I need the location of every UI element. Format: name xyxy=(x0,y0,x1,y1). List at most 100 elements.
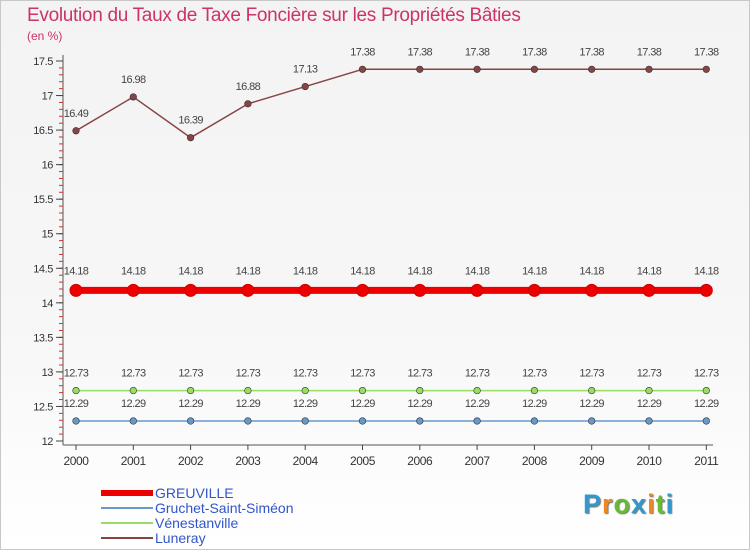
y-tick-label: 16.5 xyxy=(33,125,53,137)
data-label: 12.73 xyxy=(522,368,547,380)
data-point xyxy=(645,417,653,425)
data-label: 14.18 xyxy=(579,265,604,277)
data-point xyxy=(473,417,481,425)
data-point xyxy=(470,283,484,297)
data-point xyxy=(187,417,195,425)
data-label: 12.29 xyxy=(121,398,146,410)
data-label: 14.18 xyxy=(694,265,719,277)
logo-letter: t xyxy=(655,489,666,519)
data-label: 12.29 xyxy=(293,398,318,410)
data-point xyxy=(530,65,539,73)
data-label: 14.18 xyxy=(408,265,433,277)
data-label: 14.18 xyxy=(64,265,89,277)
x-tick-label: 2003 xyxy=(235,454,261,468)
data-label: 12.73 xyxy=(178,368,203,380)
y-tick-label: 15 xyxy=(42,229,54,241)
data-label: 16.39 xyxy=(178,115,203,127)
data-point xyxy=(702,386,710,395)
data-label: 12.29 xyxy=(350,398,375,410)
x-tick-label: 2008 xyxy=(522,454,548,468)
data-point xyxy=(416,417,424,425)
data-label: 17.38 xyxy=(522,46,547,58)
data-label: 12.73 xyxy=(121,368,146,380)
data-label: 17.38 xyxy=(350,46,375,58)
data-label: 14.18 xyxy=(522,265,547,277)
data-point xyxy=(588,386,596,395)
logo-letter: x xyxy=(631,489,648,519)
data-label: 14.18 xyxy=(293,265,318,277)
x-tick-label: 2006 xyxy=(407,454,433,468)
data-label: 12.29 xyxy=(64,398,89,410)
data-point xyxy=(527,283,541,297)
data-label: 14.18 xyxy=(637,265,662,277)
x-tick-label: 2009 xyxy=(579,454,605,468)
x-tick-label: 2002 xyxy=(178,454,204,468)
data-label: 12.29 xyxy=(637,398,662,410)
data-label: 12.29 xyxy=(694,398,719,410)
data-label: 17.38 xyxy=(579,46,604,58)
data-point xyxy=(356,283,369,297)
x-tick-label: 2001 xyxy=(121,454,147,468)
data-point xyxy=(72,386,80,395)
data-point xyxy=(702,65,710,73)
data-label: 16.88 xyxy=(236,81,261,93)
data-label: 16.98 xyxy=(121,74,146,86)
data-point xyxy=(187,386,195,395)
x-tick-label: 2010 xyxy=(636,454,662,468)
x-tick-label: 2000 xyxy=(63,454,89,468)
data-point xyxy=(588,65,596,73)
y-tick-label: 12.5 xyxy=(33,401,53,413)
data-point xyxy=(473,386,481,395)
data-label: 14.18 xyxy=(121,265,146,277)
data-label: 12.73 xyxy=(579,368,604,380)
data-label: 12.73 xyxy=(637,368,662,380)
data-label: 12.73 xyxy=(236,368,261,380)
y-tick-label: 12 xyxy=(42,436,54,448)
data-point xyxy=(585,283,599,297)
data-point xyxy=(244,100,252,108)
data-label: 12.73 xyxy=(350,368,375,380)
data-point xyxy=(126,283,140,297)
y-tick-label: 13 xyxy=(42,367,54,379)
data-point xyxy=(358,386,367,395)
data-label: 17.38 xyxy=(408,46,433,58)
data-label: 14.18 xyxy=(350,265,375,277)
data-label: 12.29 xyxy=(178,398,203,410)
y-tick-label: 15.5 xyxy=(33,194,53,206)
data-point xyxy=(129,386,137,395)
data-point xyxy=(416,386,424,395)
data-point xyxy=(244,417,252,425)
data-label: 12.29 xyxy=(465,398,490,410)
data-point xyxy=(699,283,713,297)
chart-title: Evolution du Taux de Taxe Foncière sur l… xyxy=(27,5,521,26)
data-label: 17.13 xyxy=(293,64,318,76)
data-label: 12.73 xyxy=(408,368,433,380)
x-tick-label: 2005 xyxy=(350,454,376,468)
data-point xyxy=(72,127,80,135)
data-label: 17.38 xyxy=(637,46,662,58)
proxiti-logo: Proxiti xyxy=(583,489,674,520)
logo-letter: r xyxy=(602,489,614,519)
data-label: 12.73 xyxy=(694,368,719,380)
data-point xyxy=(301,417,309,425)
data-point xyxy=(244,386,252,395)
data-point xyxy=(129,417,137,425)
data-label: 14.18 xyxy=(178,265,203,277)
logo-letter: i xyxy=(647,489,656,519)
data-point xyxy=(358,65,367,73)
legend-swatch xyxy=(101,522,153,524)
data-label: 12.73 xyxy=(293,368,318,380)
y-tick-label: 13.5 xyxy=(33,332,53,344)
y-tick-label: 14.5 xyxy=(33,263,53,275)
data-point xyxy=(298,283,312,297)
legend-label: Vénestanville xyxy=(155,515,239,531)
data-label: 14.18 xyxy=(236,265,261,277)
data-point xyxy=(588,417,596,425)
y-tick-label: 16 xyxy=(42,160,54,172)
data-label: 17.38 xyxy=(465,46,490,58)
x-tick-label: 2004 xyxy=(293,454,319,468)
data-label: 16.49 xyxy=(64,108,89,120)
data-point xyxy=(184,283,198,297)
